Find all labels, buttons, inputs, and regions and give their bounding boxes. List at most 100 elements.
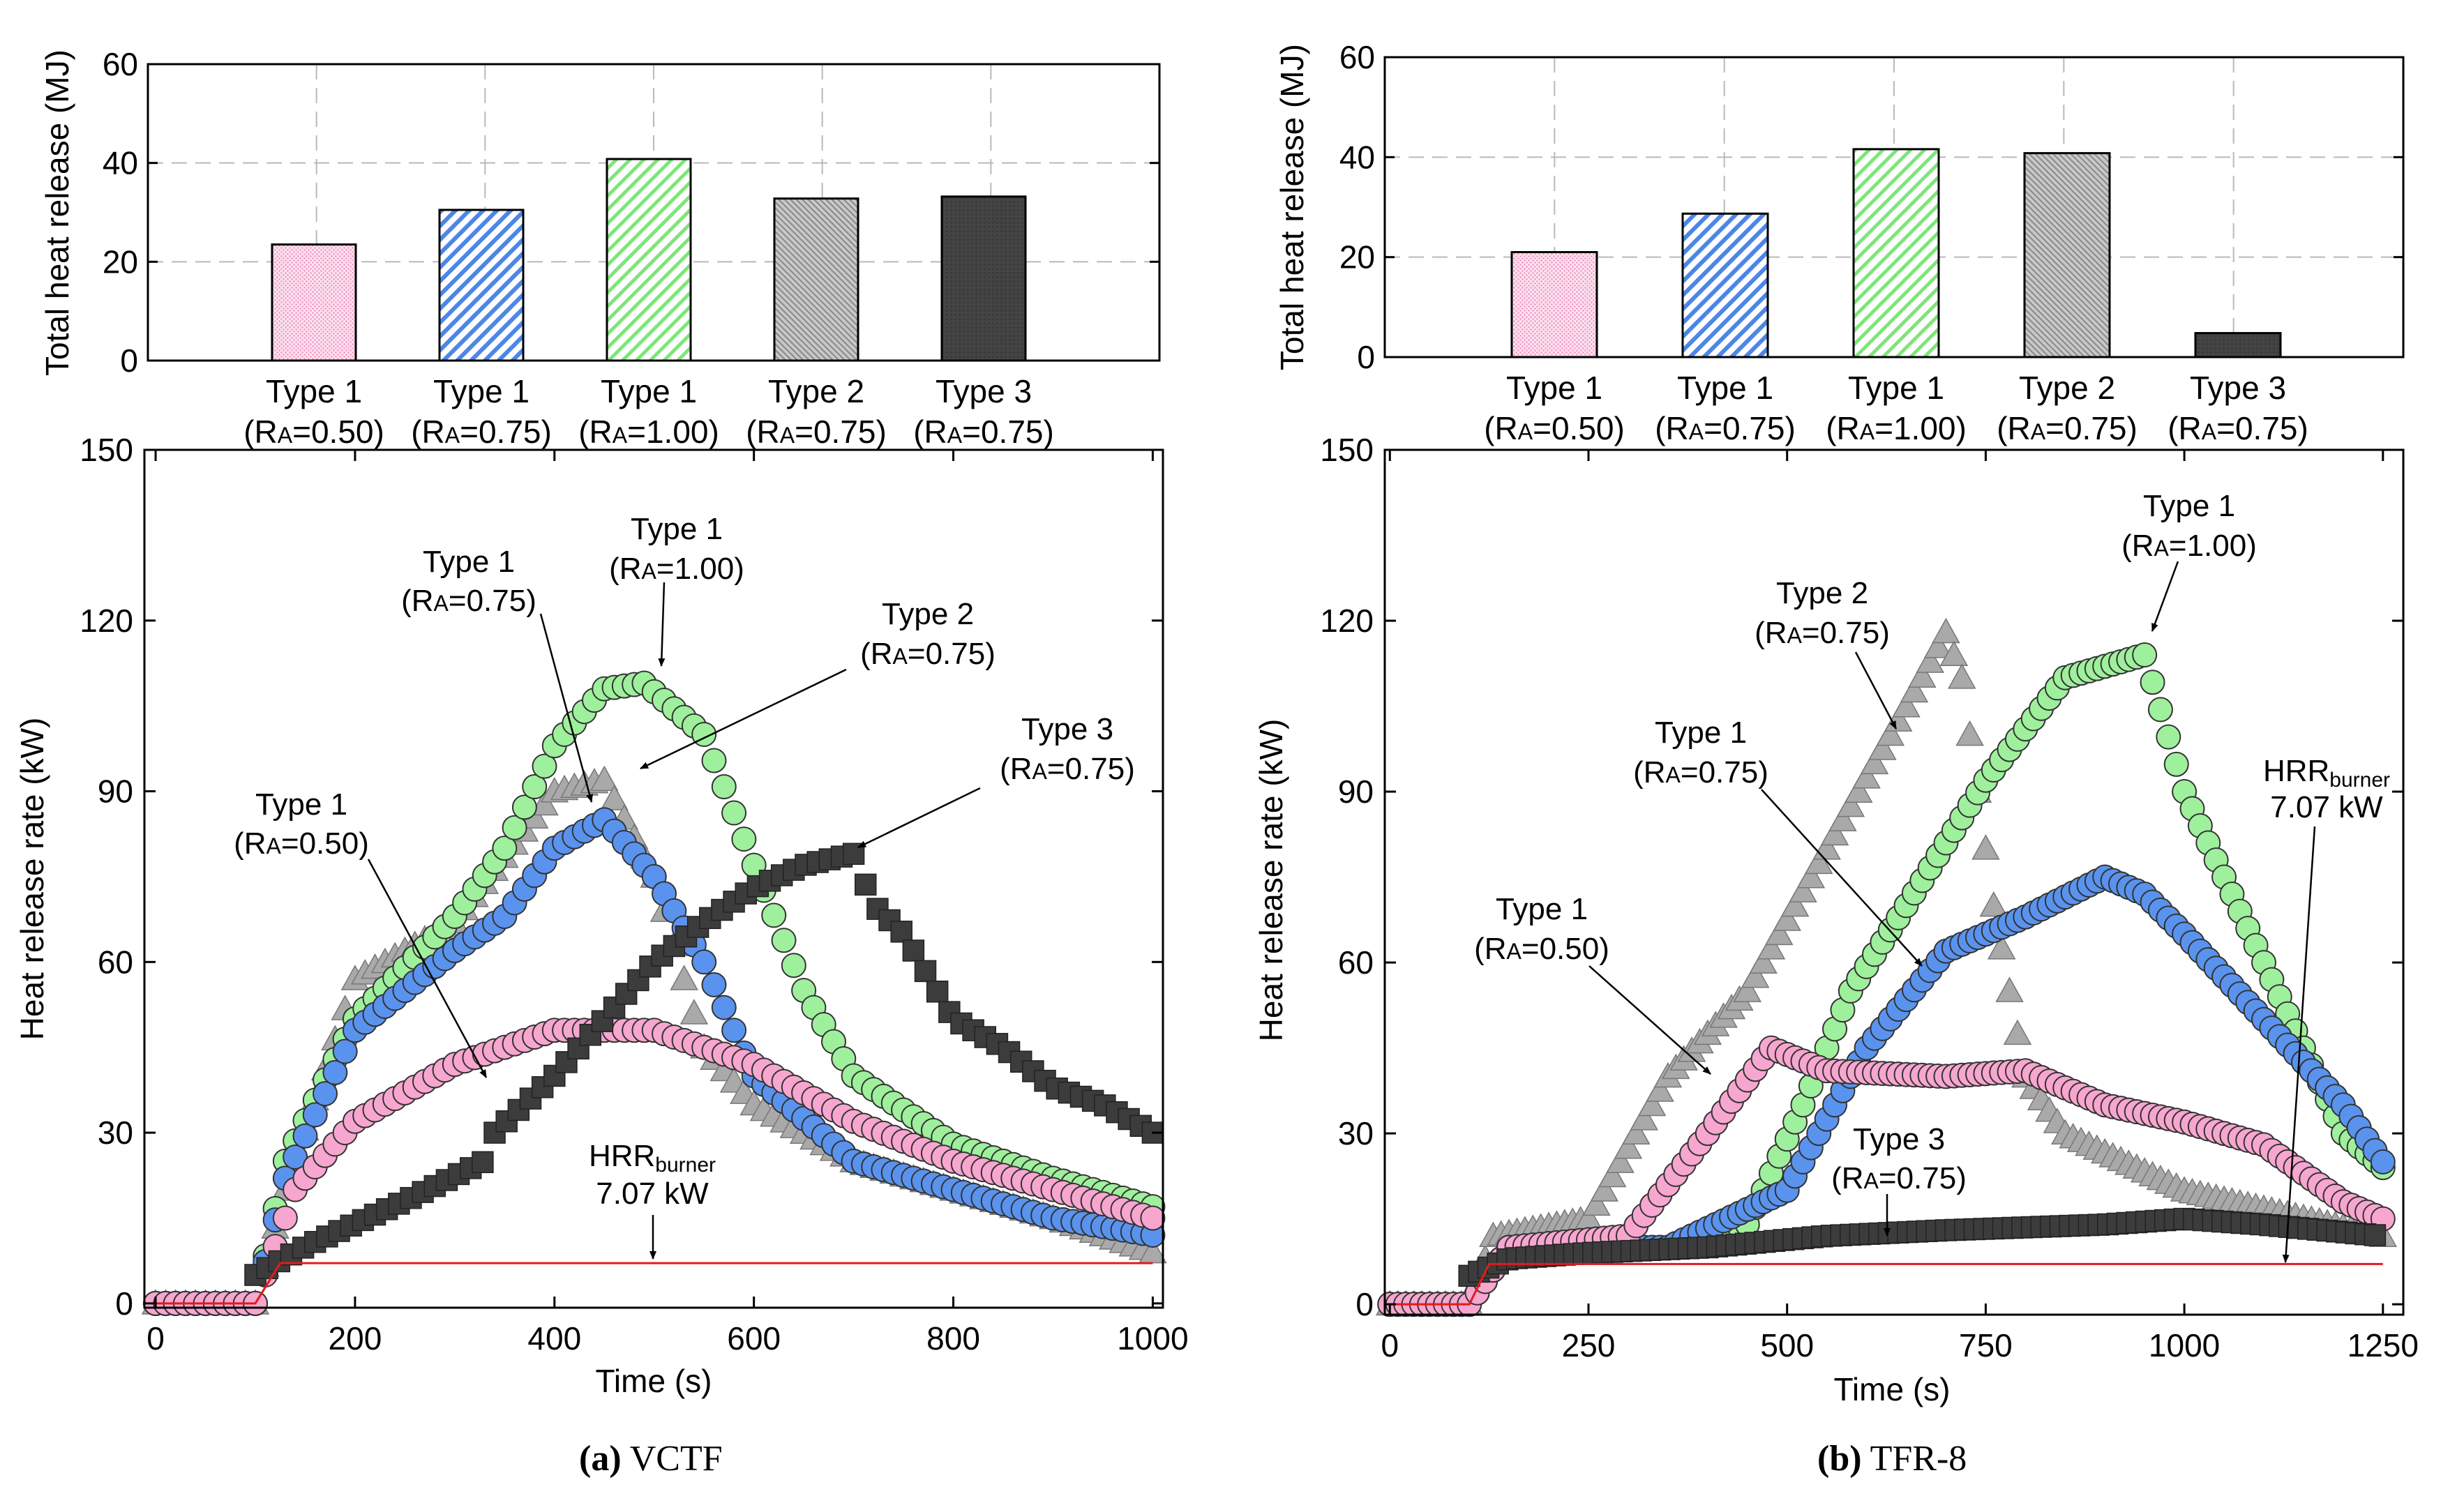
b_bar-ytick-label: 20 [1339,239,1375,275]
a-annot-type2-075-line2: (RA=0.75) [860,637,996,671]
a_bar-ytick-label: 40 [103,145,138,181]
b_line-point-type2_075 [1590,1176,1619,1202]
b-annot-type1-075-line1: Type 1 [1655,716,1747,750]
b-annot-type2-075-line1: Type 2 [1776,576,1868,610]
b_bar-ytick-label: 0 [1357,339,1375,375]
b-annot-burner-line2: 7.07 kW [2270,790,2383,824]
a_line-point-type3_075 [938,1001,961,1023]
b_bar-cat-sublabel: (RA=0.75) [1655,410,1796,446]
b_line-point-type2_075 [1749,948,1778,974]
a_line-point-type3_075 [890,921,912,943]
b_line-point-type2_075 [1606,1147,1635,1173]
a_line-point-type3_075 [627,969,649,992]
a_bar-cat-label: Type 1 [266,373,362,409]
b_bar-bar-type2_075 [2023,152,2111,358]
b-annot-type2-075-arrow [1854,651,1898,730]
b_bar-cat-label: Type 1 [1506,370,1602,406]
a_line-point-type1_050 [272,1205,298,1231]
b-annot-type3-075: Type 3 (RA=0.75) [1831,1122,1967,1237]
a_line-point-type3_075 [507,1098,530,1121]
b-bar-y-tick-labels: 0 20 40 60 [1339,39,2403,375]
b-annot-type3-075-line1: Type 3 [1853,1122,1945,1156]
b-annot-type1-050-arrow [1588,965,1711,1075]
b_bar-cat-label: Type 1 [1677,370,1773,406]
a-bar-y-axis-label: Total heat release (MJ) [39,50,75,376]
b-hrr-x-axis-label: Time (s) [1834,1371,1951,1407]
a_bar-cat-label: Type 3 [936,373,1032,409]
a_line-point-type3_075 [472,1151,494,1174]
panel-a-bar-chart: 0 20 40 60 Total heat release (MJ) Type 1 (R… [39,46,1161,450]
b_line-ytick-label: 30 [1338,1115,1374,1151]
b_line-point-type1_100 [2132,642,2158,668]
a_line-ytick-label: 120 [80,603,133,639]
a-annot-type1-050: Type 1 (RA=0.50) [234,787,488,1078]
b_line-point-type2_075 [1741,962,1770,988]
a_line-point-type2_075 [530,789,559,816]
b-bar-y-axis-label: Total heat release (MJ) [1274,44,1310,370]
b_line-point-type2_075 [1582,1190,1611,1216]
b_line-point-type1_100 [2156,724,2181,750]
b_bar-cat-label: Type 2 [2019,370,2115,406]
b_bar-bar-type1_100 [1852,148,1940,358]
a_bar-cat-sublabel: (RA=0.75) [746,414,887,450]
b_line-point-type2_075 [1804,848,1833,875]
b_line-point-type2_075 [1637,1090,1667,1117]
b-annot-type1-075-line2: (RA=0.75) [1633,755,1768,789]
a_bar-ytick-label: 20 [103,243,138,280]
b_bar-cat-sublabel: (RA=0.50) [1484,410,1625,446]
a-annot-type1-075-line1: Type 1 [423,545,515,579]
a_bar-cat-label: Type 2 [768,373,864,409]
a_bar-cat-sublabel: (RA=0.75) [913,414,1054,450]
a_line-point-type1_100 [492,836,518,861]
a_line-xtick-label: 200 [329,1320,382,1357]
a-annot-type1-075-line2: (RA=0.75) [401,584,536,618]
b_bar-ytick-label: 60 [1339,39,1375,75]
b-hrr-frame [1383,448,2405,1316]
b-annot-burner-arrow [2282,826,2316,1263]
b_line-point-type2_075 [1733,976,1762,1002]
b-annot-type1-050-line2: (RA=0.50) [1474,932,1609,966]
a-annot-type1-050-line1: Type 1 [255,787,347,822]
b_line-point-type3_075 [2364,1224,2387,1246]
b_bar-bar-type1_075 [1681,212,1769,358]
a_line-ytick-label: 0 [115,1285,133,1322]
a_line-point-type1_075 [332,1038,358,1064]
a_line-point-type2_075 [670,965,698,990]
b_line-point-type1_075 [2370,1149,2396,1174]
b_bar-cat-sublabel: (RA=0.75) [1997,410,2138,446]
a_bar-cat-sublabel: (RA=0.75) [411,414,552,450]
a_line-ytick-label: 60 [98,944,133,980]
a_line-point-type1_100 [532,753,557,779]
a_line-point-type3_075 [567,1037,589,1060]
a-annot-type1-075-arrow [539,613,593,803]
a-bar-category-labels: Type 1 (RA=0.50) Type 1 (RA=0.75) Type 1 (RA=… [243,373,1054,450]
a_line-point-type1_050 [1140,1205,1166,1231]
b_line-xtick-label: 500 [1760,1327,1814,1363]
b_line-series-type3_075 [1458,1207,2387,1287]
b_line-xtick-label: 750 [1959,1327,2013,1363]
b_line-point-type2_075 [1923,633,1953,658]
b-annotations: Type 1 (RA=1.00) Type 2 (RA=0.75) Type 1… [1474,489,2390,1263]
b_line-point-type2_075 [1971,834,2000,860]
b-bar-frame [1383,56,2405,358]
b_line-point-type2_075 [1646,1076,1674,1102]
a_line-xtick-label: 800 [926,1320,980,1357]
b_line-point-type2_075 [1868,734,1897,760]
a-annot-type1-050-arrow [367,859,488,1078]
a-bar-frame [147,63,1161,362]
a-hrr-tick-labels: 0 200 400 600 800 1000 0 30 60 90 120 150 [80,432,1188,1357]
a-hrr-y-axis-label: Heat release rate (kW) [14,718,50,1041]
a_line-point-type3_075 [555,1051,578,1073]
a_line-point-type1_100 [771,928,797,953]
a_line-point-type2_075 [679,999,709,1025]
b_line-point-type2_075 [1820,819,1849,846]
b_line-point-type2_075 [1979,891,2008,917]
a_line-burner-line [156,1262,1153,1305]
a_line-point-type2_075 [600,785,629,810]
a-annot-type3-075-arrow [857,787,981,849]
b_line-point-type2_075 [1836,791,1865,817]
a_bar-cat-sublabel: (RA=1.00) [578,414,719,450]
b_line-point-type2_075 [1614,1133,1643,1159]
b-annot-type3-075-line2: (RA=0.75) [1831,1161,1967,1195]
b_line-ytick-label: 0 [1355,1286,1374,1322]
